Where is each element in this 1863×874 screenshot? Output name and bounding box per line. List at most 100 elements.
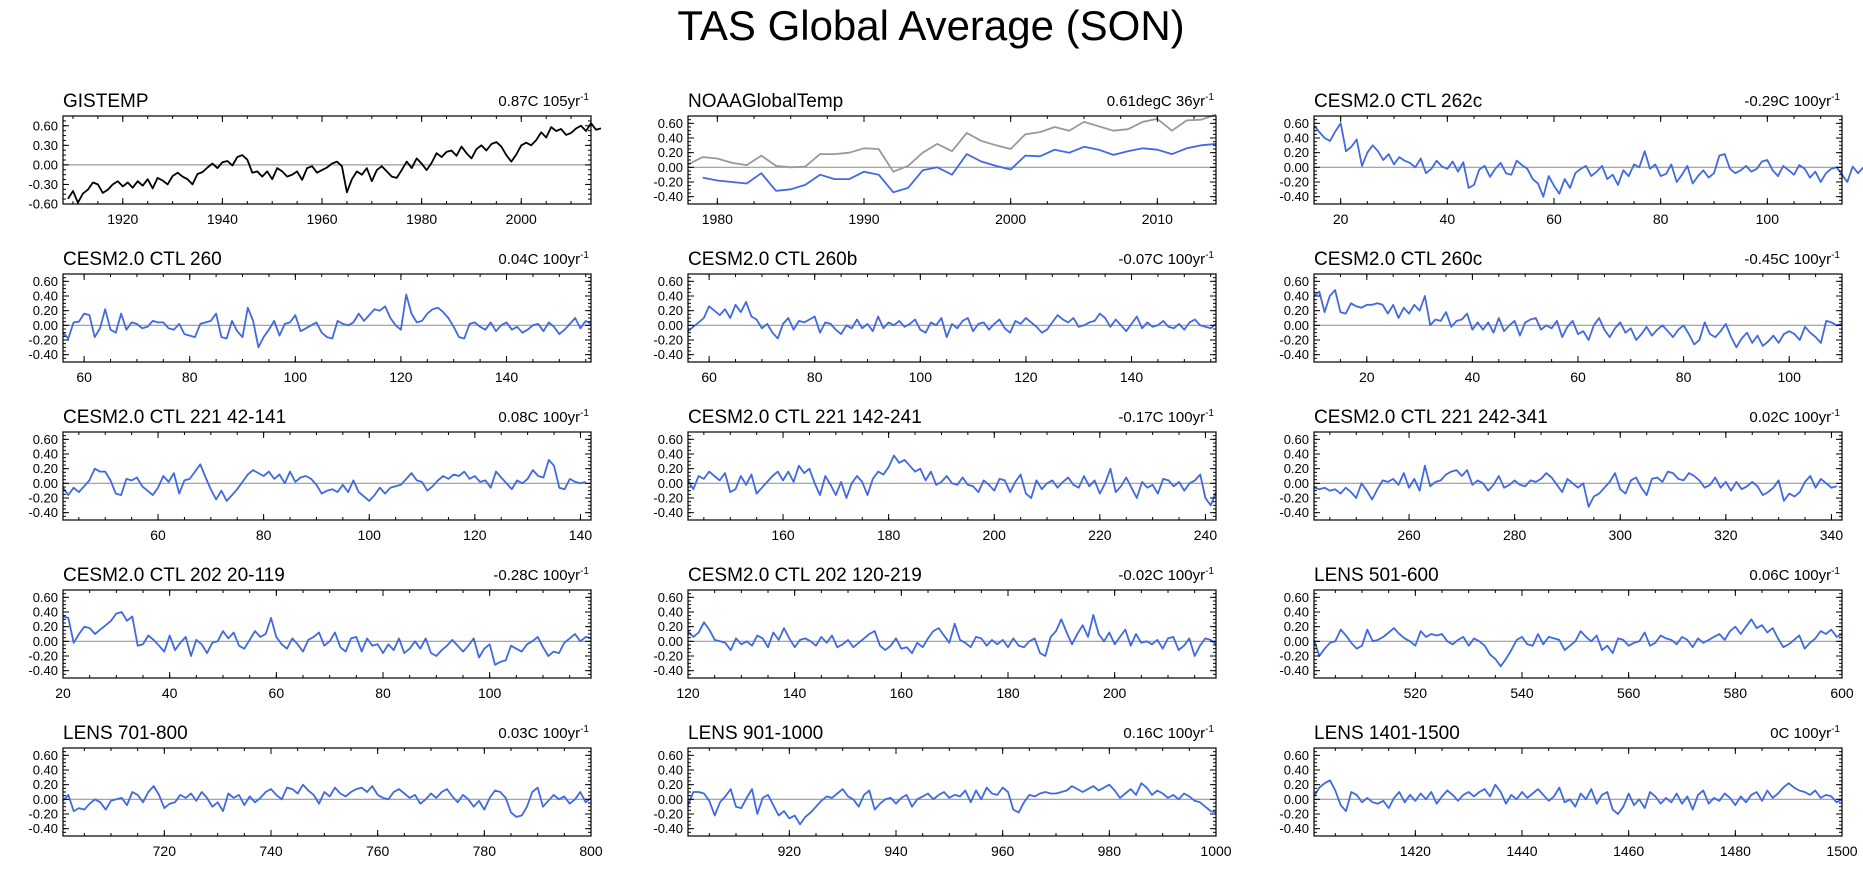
x-tick-label: 540 [1510,685,1534,701]
x-tick-label: 1440 [1506,843,1537,859]
y-tick-label: 0.00 [1284,634,1309,649]
chart-panel: CESM2.0 CTL 221 142-241 -0.17C 100yr-1-0.… [653,407,1217,543]
y-tick-label: 0.00 [658,160,683,175]
panel-trend: 0.08C 100yr-1 [498,408,589,426]
x-tick-label: 300 [1609,527,1633,543]
panel-trend-value: -0.07C 100yr [1118,251,1205,268]
x-tick-label: 1940 [207,211,238,227]
x-tick-label: 200 [983,527,1007,543]
y-tick-label: 0.00 [33,157,58,172]
panel-trend-value: -0.29C 100yr [1744,93,1831,110]
panel-trend: -0.07C 100yr-1 [1118,250,1214,268]
x-tick-label: 80 [256,527,272,543]
x-tick-label: 40 [1465,369,1481,385]
y-tick-label: 0.40 [33,447,58,462]
y-tick-label: 0.40 [33,605,58,620]
series-line [62,293,592,349]
y-tick-label: 0.00 [1284,318,1309,333]
y-tick-label: 0.40 [658,447,683,462]
chart-panel: CESM2.0 CTL 260 0.04C 100yr-1-0.40-0.200.… [28,249,592,385]
x-tick-label: 120 [463,527,487,543]
panel-trend-value: 0.16C 100yr [1123,725,1205,742]
y-tick-label: 0.60 [1284,748,1309,763]
y-tick-label: 0.40 [33,289,58,304]
y-tick-label: 0.00 [33,792,58,807]
x-tick-label: 60 [1570,369,1586,385]
panel-trend-value: 0.06C 100yr [1749,567,1831,584]
x-tick-label: 600 [1830,685,1854,701]
panel-trend-exponent: -1 [1831,250,1840,261]
y-tick-label: 0.20 [1284,619,1309,634]
panel-trend-exponent: -1 [580,250,589,261]
y-tick-label: 0.20 [33,619,58,634]
panel-trend-exponent: -1 [1205,724,1214,735]
x-tick-label: 1480 [1720,843,1751,859]
x-tick-label: 1990 [848,211,879,227]
chart-panel: GISTEMP 0.87C 105yr-1 -0.60 -0.30 0.00 0.30 0.… [28,91,602,227]
x-tick-label: 800 [579,843,603,859]
y-tick-label: -0.40 [1279,347,1309,362]
x-tick-label: 920 [778,843,802,859]
y-tick-label: 0.60 [658,116,683,131]
panel-trend-exponent: -1 [1831,724,1840,735]
plot-frame [1313,273,1843,363]
panel-title: GISTEMP [63,91,149,112]
panel-trend: -0.45C 100yr-1 [1744,250,1840,268]
plot-frame [1313,115,1843,205]
x-tick-label: 2000 [506,211,537,227]
chart-panel: LENS 901-1000 0.16C 100yr-1 -0.40-0.200.00… [653,723,1231,859]
series-line [687,113,1217,173]
y-tick-label: 0.40 [1284,605,1309,620]
x-tick-label: 40 [162,685,178,701]
x-tick-label: 580 [1724,685,1748,701]
x-tick-label: 720 [153,843,177,859]
panel-trend-value: 0.04C 100yr [498,251,580,268]
y-tick-label: 0.00 [33,318,58,333]
y-tick-label: -0.20 [653,649,683,664]
series-line [62,458,586,502]
panel-trend-value: 0.03C 100yr [498,725,580,742]
series-line [62,611,592,666]
x-tick-label: 120 [676,685,700,701]
panel-trend: 0.04C 100yr-1 [498,250,589,268]
x-tick-label: 340 [1820,527,1844,543]
panel-trend-exponent: -1 [580,566,589,577]
y-tick-label: -0.60 [28,197,58,212]
panel-trend: 0.87C 105yr-1 [498,92,589,110]
y-tick-label: -0.40 [1279,189,1309,204]
y-tick-label: -0.20 [1279,333,1309,348]
y-tick-label: 0.00 [33,634,58,649]
x-tick-label: 1960 [306,211,337,227]
x-tick-label: 100 [284,369,308,385]
chart-panel: CESM2.0 CTL 221 242-341 0.02C 100yr-1 -0.4… [1279,407,1843,543]
y-tick-label: 0.60 [33,432,58,447]
y-tick-label: -0.20 [28,333,58,348]
plot-frame [1313,747,1843,837]
y-tick-label: 0.40 [1284,131,1309,146]
x-tick-label: 60 [76,369,92,385]
x-tick-label: 160 [771,527,795,543]
y-tick-label: 0.40 [1284,763,1309,778]
y-tick-label: 0.60 [33,590,58,605]
y-tick-label: -0.40 [653,189,683,204]
x-tick-label: 1460 [1613,843,1644,859]
x-tick-label: 80 [807,369,823,385]
y-tick-label: 0.00 [658,792,683,807]
x-tick-label: 20 [1333,211,1349,227]
x-tick-label: 60 [1546,211,1562,227]
y-tick-label: -0.20 [653,807,683,822]
y-tick-label: 0.60 [33,118,58,133]
x-tick-label: 100 [909,369,933,385]
panel-grid: GISTEMP 0.87C 105yr-1-0.60-0.300.000.300.… [28,91,1863,859]
chart-panel: CESM2.0 CTL 262c -0.29C 100yr-1 -0.40-0.20… [1279,91,1863,227]
x-tick-label: 260 [1397,527,1421,543]
y-tick-label: 0.20 [658,619,683,634]
panel-trend-exponent: -1 [1205,92,1214,103]
x-tick-label: 740 [259,843,283,859]
x-tick-label: 1420 [1400,843,1431,859]
panel-trend-value: -0.28C 100yr [493,567,580,584]
panel-trend-exponent: -1 [580,724,589,735]
panel-trend-value: -0.17C 100yr [1118,409,1205,426]
x-tick-label: 40 [1440,211,1456,227]
